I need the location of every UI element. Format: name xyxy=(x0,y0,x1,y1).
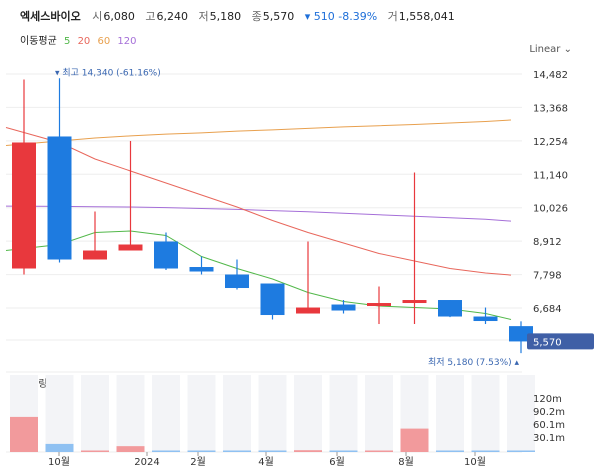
high-label: 고 xyxy=(145,10,156,23)
volume-column-bg xyxy=(81,375,109,452)
close-label: 종 xyxy=(251,10,262,23)
volume-column-bg xyxy=(223,375,251,452)
candle-body xyxy=(296,307,320,314)
x-tick-label: 6월 xyxy=(329,456,345,468)
low-label: 저 xyxy=(198,10,209,23)
volume-bar xyxy=(365,450,393,452)
volume-value: 1,558,041 xyxy=(398,10,455,23)
ma-period-120: 120 xyxy=(117,36,137,47)
candle-body xyxy=(438,300,462,317)
y-tick-label: 12,254 xyxy=(533,137,568,148)
ma120-line xyxy=(5,205,512,222)
volume-tick-label: 90.2m xyxy=(533,407,565,418)
y-tick-label: 11,140 xyxy=(533,170,568,181)
high-marker: ▾ 최고 14,340 (-61.16%) xyxy=(55,67,161,78)
volume-bar xyxy=(152,450,180,452)
volume-column-bg xyxy=(187,375,216,452)
scale-toggle[interactable]: Linear ⌄ xyxy=(529,44,572,55)
volume-label: 거 xyxy=(387,10,398,23)
stock-name: 엑세스바이오 xyxy=(20,10,81,23)
volume-column-bg xyxy=(45,375,74,452)
y-tick-label: 13,368 xyxy=(533,103,568,114)
volume-tick-label: 60.1m xyxy=(533,420,565,431)
volume-column-bg xyxy=(116,375,145,452)
candle-body xyxy=(12,142,36,269)
chevron-down-icon: ⌄ xyxy=(563,44,572,55)
volume-column-bg xyxy=(258,375,287,452)
low-value: 5,180 xyxy=(209,10,242,23)
x-tick-label: 2024 xyxy=(134,457,159,468)
volume-column-bg xyxy=(152,375,180,452)
volume-bar xyxy=(45,443,74,452)
candle-body xyxy=(189,267,214,272)
volume-bar xyxy=(471,450,500,452)
x-tick-label: 10월 xyxy=(48,456,70,468)
scale-label: Linear xyxy=(529,44,561,55)
y-tick-label: 14,482 xyxy=(533,70,568,81)
open-label: 시 xyxy=(92,10,103,23)
volume-column-bg xyxy=(365,375,393,452)
y-tick-label: 10,026 xyxy=(533,204,568,215)
volume-bar xyxy=(258,450,287,452)
last-price-tag xyxy=(527,333,594,350)
close-value: 5,570 xyxy=(262,10,295,23)
volume-bar xyxy=(507,450,535,452)
volume-column-bg xyxy=(294,375,322,452)
change-value: ▾ 510 -8.39% xyxy=(304,10,378,23)
volume-tick-label: 30.1m xyxy=(533,433,565,444)
candle-body xyxy=(367,303,391,307)
x-tick-label: 4월 xyxy=(258,456,274,468)
y-tick-label: 6,684 xyxy=(533,304,562,315)
x-tick-label: 10월 xyxy=(464,456,486,468)
moving-average-legend[interactable]: 이동평균 5 20 60 120 xyxy=(20,32,141,47)
candle-body xyxy=(47,136,72,260)
candle-body xyxy=(402,300,427,304)
volume-bar xyxy=(187,450,216,452)
high-value: 6,240 xyxy=(156,10,188,23)
y-tick-label: 7,798 xyxy=(533,271,562,282)
volume-tick-label: 120m xyxy=(533,394,562,405)
ma-period-5: 5 xyxy=(64,36,71,47)
ma5-line xyxy=(5,230,512,320)
quote-header: 엑세스바이오 시6,080 고6,240 저5,180 종5,570 ▾ 510… xyxy=(20,8,462,24)
ma-period-60: 60 xyxy=(97,36,111,47)
volume-bar xyxy=(294,450,322,452)
open-value: 6,080 xyxy=(103,10,135,23)
volume-column-bg xyxy=(471,375,500,452)
volume-bar xyxy=(81,450,109,452)
candle-body xyxy=(260,283,285,316)
volume-bar xyxy=(10,416,38,452)
ma60-line xyxy=(5,119,512,146)
y-tick-label: 8,912 xyxy=(533,237,562,248)
last-price-label: 5,570 xyxy=(533,337,562,348)
ma-period-20: 20 xyxy=(77,36,91,47)
volume-column-bg xyxy=(507,375,535,452)
candle-body xyxy=(83,250,107,260)
candle-body xyxy=(154,241,178,269)
low-marker: 최저 5,180 (7.53%) ▴ xyxy=(428,357,520,368)
volume-bar xyxy=(223,450,251,452)
volume-column-bg xyxy=(436,375,464,452)
candle-body xyxy=(473,316,498,322)
volume-bar xyxy=(329,450,358,452)
x-tick-label: 8월 xyxy=(398,456,414,468)
x-tick-label: 2월 xyxy=(190,456,206,468)
ma20-line xyxy=(5,127,512,276)
candle-body xyxy=(225,274,249,289)
volume-bar xyxy=(116,446,145,452)
volume-column-bg xyxy=(329,375,358,452)
candle-body xyxy=(118,244,143,251)
volume-bar xyxy=(400,428,429,452)
volume-bar xyxy=(436,450,464,452)
ma-label: 이동평균 xyxy=(20,36,57,47)
candle-body xyxy=(331,304,356,311)
